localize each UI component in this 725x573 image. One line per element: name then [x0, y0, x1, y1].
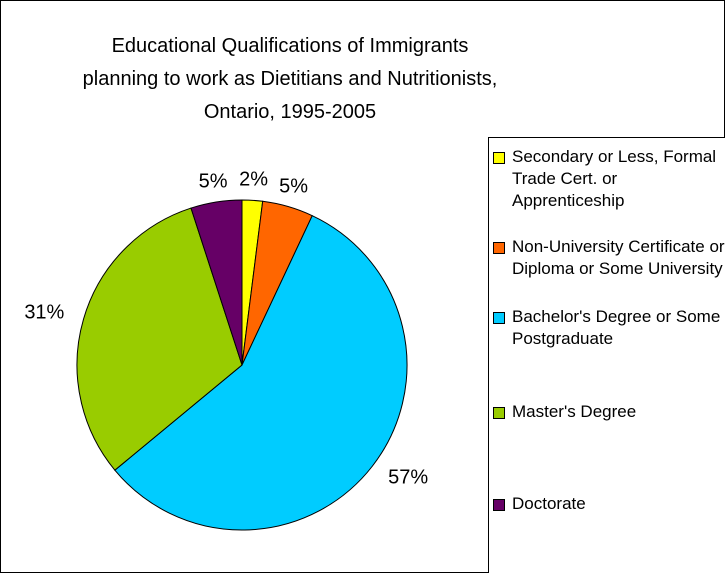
data-label: 5%	[279, 176, 308, 198]
chart-title: Educational Qualifications of Immigrants…	[82, 35, 498, 123]
legend-label: Master's Degree	[512, 402, 637, 421]
legend-label: Doctorate	[512, 494, 586, 513]
data-label: 57%	[388, 467, 428, 489]
data-label: 2%	[239, 169, 268, 191]
legend-swatch	[493, 312, 505, 324]
legend-label: Non-University Certificate or Diploma or…	[512, 237, 725, 278]
legend-label: Secondary or Less, Formal Trade Cert. or…	[512, 147, 717, 210]
legend-swatch	[493, 152, 505, 164]
legend-label: Bachelor's Degree or Some Postgraduate	[512, 307, 721, 348]
legend-swatch	[493, 499, 505, 511]
legend-swatch	[493, 407, 505, 419]
legend-swatch	[493, 242, 505, 254]
pie-slice	[76, 207, 243, 471]
data-label: 31%	[24, 302, 64, 324]
legend: Secondary or Less, Formal Trade Cert. or…	[488, 137, 725, 573]
pie-slice	[190, 199, 243, 366]
pie-slice	[114, 215, 408, 531]
data-label: 5%	[199, 171, 228, 193]
